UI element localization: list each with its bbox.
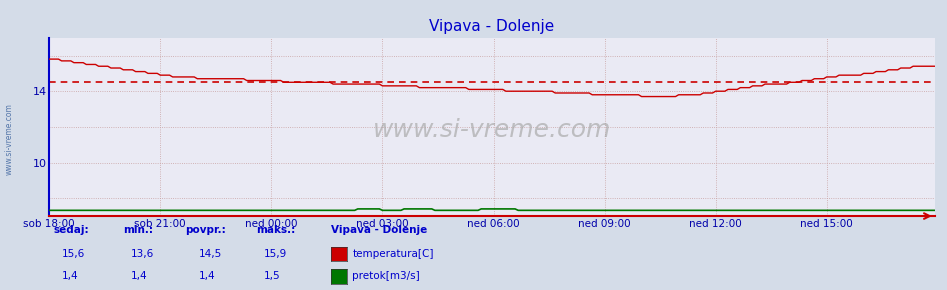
Title: Vipava - Dolenje: Vipava - Dolenje <box>429 19 555 34</box>
Text: sedaj:: sedaj: <box>54 225 90 235</box>
Text: www.si-vreme.com: www.si-vreme.com <box>5 103 14 175</box>
Text: 1,4: 1,4 <box>62 271 79 281</box>
Text: 15,6: 15,6 <box>62 249 85 259</box>
Text: 1,4: 1,4 <box>199 271 216 281</box>
Text: 1,4: 1,4 <box>131 271 148 281</box>
Text: 15,9: 15,9 <box>264 249 288 259</box>
Text: temperatura[C]: temperatura[C] <box>352 249 434 259</box>
Text: 1,5: 1,5 <box>264 271 281 281</box>
Text: povpr.:: povpr.: <box>186 225 226 235</box>
Text: 13,6: 13,6 <box>131 249 154 259</box>
Text: min.:: min.: <box>123 225 153 235</box>
Text: pretok[m3/s]: pretok[m3/s] <box>352 271 420 281</box>
Text: Vipava - Dolenje: Vipava - Dolenje <box>331 225 428 235</box>
Text: 14,5: 14,5 <box>199 249 223 259</box>
Text: maks.:: maks.: <box>256 225 295 235</box>
Text: www.si-vreme.com: www.si-vreme.com <box>373 118 611 142</box>
